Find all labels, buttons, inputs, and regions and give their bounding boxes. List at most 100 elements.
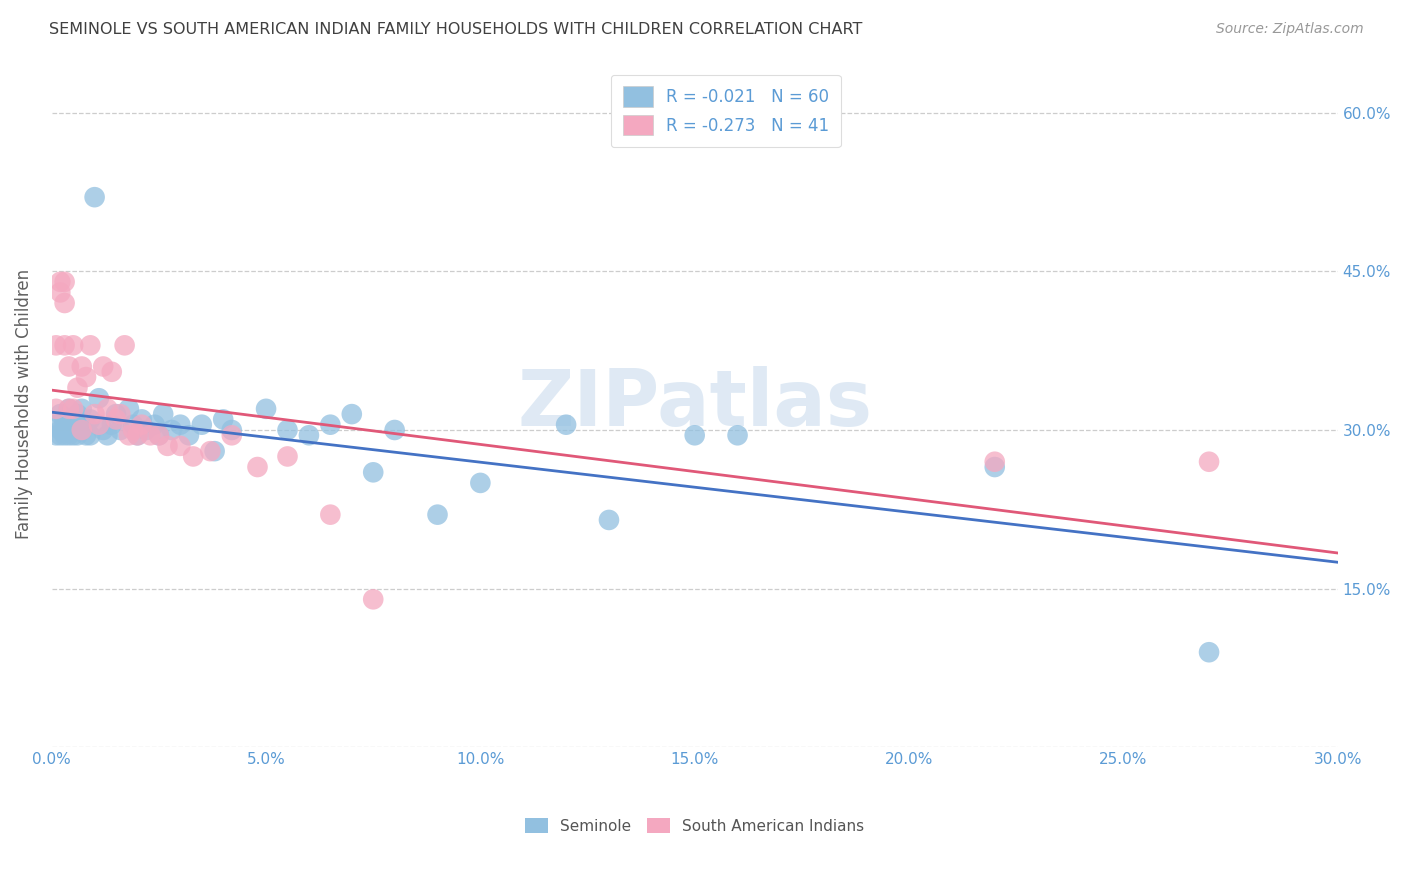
Point (87, 417, 110, 432)
Point (727, 428, 749, 442)
Point (254, 401, 277, 416)
Point (83, 407, 105, 421)
Point (66, 381, 89, 395)
Point (298, 428, 321, 442)
Point (96, 401, 118, 416)
Point (139, 428, 162, 442)
Text: Source: ZipAtlas.com: Source: ZipAtlas.com (1216, 22, 1364, 37)
Point (114, 338, 136, 352)
Point (70, 423, 93, 437)
Point (191, 417, 214, 432)
Point (169, 417, 191, 432)
Point (319, 508, 342, 522)
Point (361, 592, 384, 607)
Point (62, 401, 84, 416)
Point (246, 460, 269, 475)
Point (62, 417, 84, 432)
Point (66, 423, 89, 437)
Point (204, 444, 226, 458)
Point (156, 439, 179, 453)
Point (152, 407, 174, 421)
Point (122, 417, 145, 432)
Point (58, 401, 80, 416)
Point (100, 365, 122, 379)
Point (58, 423, 80, 437)
Point (83, 190, 105, 204)
Point (62, 428, 84, 442)
Point (200, 444, 222, 458)
Point (66, 407, 89, 421)
Point (79, 338, 101, 352)
Point (555, 417, 578, 432)
Point (45, 428, 67, 442)
Point (127, 428, 149, 442)
Point (58, 359, 80, 374)
Point (45, 417, 67, 432)
Point (45, 338, 67, 352)
Point (70, 423, 93, 437)
Point (276, 423, 298, 437)
Point (96, 428, 118, 442)
Point (131, 412, 153, 426)
Point (110, 423, 132, 437)
Point (221, 423, 243, 437)
Point (53, 417, 76, 432)
Point (53, 428, 76, 442)
Point (135, 423, 157, 437)
Point (683, 428, 706, 442)
Point (426, 508, 449, 522)
Point (105, 407, 128, 421)
Point (58, 401, 80, 416)
Point (384, 423, 406, 437)
Point (62, 338, 84, 352)
Point (118, 401, 141, 416)
Point (53, 296, 76, 310)
Point (983, 455, 1005, 469)
Point (75, 370, 97, 384)
Point (122, 423, 145, 437)
Point (49, 285, 72, 300)
Point (70, 359, 93, 374)
Point (160, 423, 183, 437)
Point (49, 423, 72, 437)
Point (45, 401, 67, 416)
Point (105, 412, 128, 426)
Point (1198, 645, 1220, 659)
Point (169, 439, 191, 453)
Point (1198, 455, 1220, 469)
Point (53, 412, 76, 426)
Point (177, 428, 200, 442)
Point (131, 417, 153, 432)
Point (79, 412, 101, 426)
Point (110, 407, 132, 421)
Point (148, 428, 170, 442)
Point (79, 428, 101, 442)
Point (221, 428, 243, 442)
Point (598, 513, 620, 527)
Point (58, 428, 80, 442)
Point (49, 275, 72, 289)
Text: SEMINOLE VS SOUTH AMERICAN INDIAN FAMILY HOUSEHOLDS WITH CHILDREN CORRELATION CH: SEMINOLE VS SOUTH AMERICAN INDIAN FAMILY… (49, 22, 863, 37)
Point (49, 407, 72, 421)
Point (70, 401, 93, 416)
Point (66, 428, 89, 442)
Point (91, 423, 114, 437)
Point (118, 428, 141, 442)
Point (75, 428, 97, 442)
Text: ZIPatlas: ZIPatlas (517, 366, 872, 442)
Point (127, 428, 149, 442)
Point (87, 391, 110, 405)
Point (212, 412, 235, 426)
Point (148, 428, 170, 442)
Point (276, 450, 298, 464)
Y-axis label: Family Households with Children: Family Households with Children (15, 268, 32, 539)
Point (470, 475, 492, 490)
Legend: Seminole, South American Indians: Seminole, South American Indians (517, 810, 872, 841)
Point (983, 460, 1005, 475)
Point (100, 417, 122, 432)
Point (75, 417, 97, 432)
Point (181, 450, 204, 464)
Point (49, 428, 72, 442)
Point (143, 417, 166, 432)
Point (361, 466, 384, 480)
